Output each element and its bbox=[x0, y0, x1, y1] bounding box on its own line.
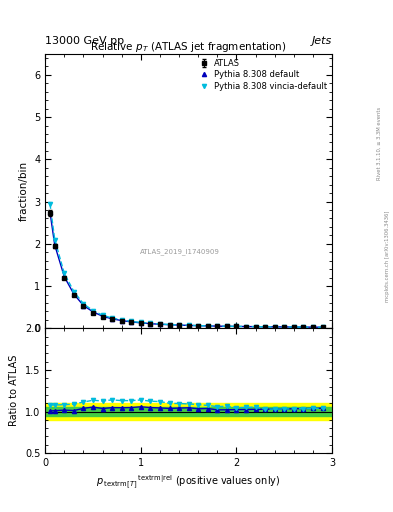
Pythia 8.308 vincia-default bbox=[167, 322, 172, 328]
Pythia 8.308 default bbox=[177, 322, 182, 328]
Pythia 8.308 vincia-default bbox=[292, 324, 296, 330]
Pythia 8.308 default bbox=[282, 324, 286, 330]
Pythia 8.308 default bbox=[148, 321, 153, 327]
Y-axis label: fraction/bin: fraction/bin bbox=[18, 161, 29, 221]
Legend: ATLAS, Pythia 8.308 default, Pythia 8.308 vincia-default: ATLAS, Pythia 8.308 default, Pythia 8.30… bbox=[195, 55, 331, 94]
Y-axis label: Ratio to ATLAS: Ratio to ATLAS bbox=[9, 355, 19, 426]
Pythia 8.308 vincia-default bbox=[110, 315, 114, 321]
Pythia 8.308 default bbox=[224, 323, 229, 329]
Pythia 8.308 default bbox=[100, 313, 105, 319]
Text: ATLAS_2019_I1740909: ATLAS_2019_I1740909 bbox=[140, 248, 220, 255]
Pythia 8.308 vincia-default bbox=[263, 324, 268, 330]
Pythia 8.308 default bbox=[52, 242, 57, 248]
Pythia 8.308 default bbox=[158, 321, 162, 327]
Pythia 8.308 vincia-default bbox=[81, 301, 86, 307]
Pythia 8.308 vincia-default bbox=[62, 270, 67, 276]
Pythia 8.308 vincia-default bbox=[215, 323, 220, 329]
Pythia 8.308 vincia-default bbox=[138, 319, 143, 326]
Pythia 8.308 vincia-default bbox=[52, 237, 57, 243]
Pythia 8.308 vincia-default bbox=[72, 288, 76, 294]
Pythia 8.308 default bbox=[119, 317, 124, 324]
Pythia 8.308 default bbox=[320, 324, 325, 330]
Bar bbox=[45, 408, 332, 416]
Line: Pythia 8.308 vincia-default: Pythia 8.308 vincia-default bbox=[48, 202, 325, 329]
Pythia 8.308 vincia-default bbox=[158, 321, 162, 327]
Pythia 8.308 vincia-default bbox=[272, 324, 277, 330]
Pythia 8.308 default bbox=[91, 309, 95, 315]
Pythia 8.308 default bbox=[215, 323, 220, 329]
Pythia 8.308 default bbox=[292, 324, 296, 330]
Bar bbox=[45, 403, 332, 420]
Pythia 8.308 default bbox=[196, 323, 200, 329]
Pythia 8.308 vincia-default bbox=[129, 318, 134, 325]
Pythia 8.308 vincia-default bbox=[320, 324, 325, 330]
Pythia 8.308 vincia-default bbox=[148, 321, 153, 327]
Pythia 8.308 default bbox=[167, 322, 172, 328]
Pythia 8.308 default bbox=[310, 324, 315, 330]
Text: mcplots.cern.ch [arXiv:1306.3436]: mcplots.cern.ch [arXiv:1306.3436] bbox=[385, 210, 389, 302]
Pythia 8.308 default bbox=[272, 324, 277, 330]
Pythia 8.308 vincia-default bbox=[119, 317, 124, 323]
Pythia 8.308 vincia-default bbox=[224, 323, 229, 329]
Pythia 8.308 default bbox=[263, 324, 268, 330]
Pythia 8.308 default bbox=[301, 324, 306, 330]
Pythia 8.308 default bbox=[129, 319, 134, 325]
Pythia 8.308 vincia-default bbox=[301, 324, 306, 330]
Line: Pythia 8.308 default: Pythia 8.308 default bbox=[48, 210, 325, 329]
Text: 13000 GeV pp: 13000 GeV pp bbox=[45, 36, 124, 46]
Pythia 8.308 default bbox=[138, 320, 143, 326]
X-axis label: $p_{\,\mathregular{textrm}[T]}{}^{\,\mathregular{textrm|rel}}$ (positive values : $p_{\,\mathregular{textrm}[T]}{}^{\,\mat… bbox=[96, 474, 281, 491]
Pythia 8.308 vincia-default bbox=[310, 324, 315, 330]
Pythia 8.308 default bbox=[206, 323, 210, 329]
Pythia 8.308 vincia-default bbox=[244, 324, 248, 330]
Text: Rivet 3.1.10, ≥ 3.3M events: Rivet 3.1.10, ≥ 3.3M events bbox=[377, 106, 382, 180]
Pythia 8.308 default bbox=[244, 324, 248, 330]
Pythia 8.308 vincia-default bbox=[100, 312, 105, 318]
Pythia 8.308 vincia-default bbox=[91, 308, 95, 314]
Pythia 8.308 default bbox=[253, 324, 258, 330]
Text: Jets: Jets bbox=[312, 36, 332, 46]
Pythia 8.308 vincia-default bbox=[234, 323, 239, 329]
Pythia 8.308 default bbox=[81, 303, 86, 309]
Pythia 8.308 vincia-default bbox=[177, 322, 182, 328]
Pythia 8.308 vincia-default bbox=[48, 201, 52, 207]
Pythia 8.308 default bbox=[72, 291, 76, 297]
Pythia 8.308 default bbox=[234, 324, 239, 330]
Pythia 8.308 default bbox=[186, 323, 191, 329]
Pythia 8.308 vincia-default bbox=[282, 324, 286, 330]
Pythia 8.308 default bbox=[110, 316, 114, 322]
Pythia 8.308 default bbox=[62, 274, 67, 280]
Title: Relative $p_T$ (ATLAS jet fragmentation): Relative $p_T$ (ATLAS jet fragmentation) bbox=[90, 39, 287, 54]
Pythia 8.308 vincia-default bbox=[206, 323, 210, 329]
Pythia 8.308 default bbox=[48, 209, 52, 215]
Pythia 8.308 vincia-default bbox=[253, 324, 258, 330]
Pythia 8.308 vincia-default bbox=[186, 322, 191, 328]
Pythia 8.308 vincia-default bbox=[196, 323, 200, 329]
